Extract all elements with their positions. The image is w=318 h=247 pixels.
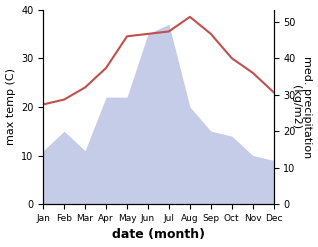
Y-axis label: max temp (C): max temp (C) bbox=[5, 68, 16, 145]
Y-axis label: med. precipitation
(kg/m2): med. precipitation (kg/m2) bbox=[291, 56, 313, 158]
X-axis label: date (month): date (month) bbox=[112, 228, 205, 242]
